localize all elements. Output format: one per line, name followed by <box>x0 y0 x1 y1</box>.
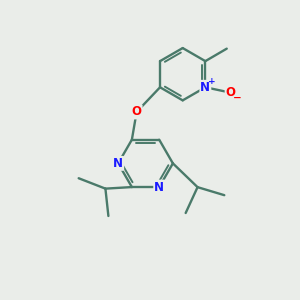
Text: N: N <box>200 81 210 94</box>
Text: O: O <box>132 106 142 118</box>
Text: N: N <box>113 157 123 170</box>
Text: −: − <box>233 93 242 103</box>
Text: O: O <box>226 86 236 99</box>
Text: +: + <box>208 77 216 86</box>
Text: N: N <box>154 181 164 194</box>
